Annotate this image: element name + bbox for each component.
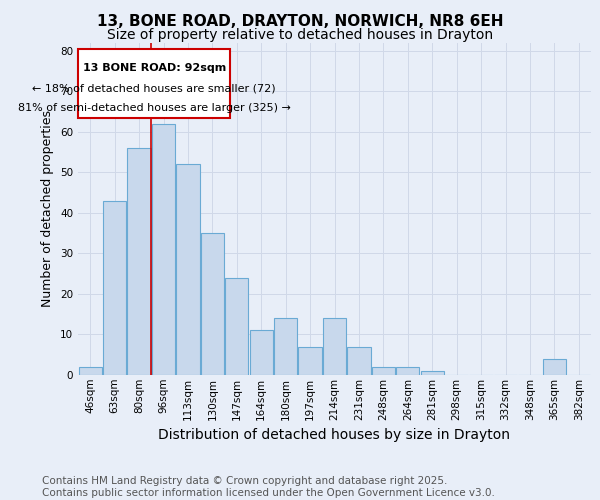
Bar: [323, 318, 346, 375]
FancyBboxPatch shape: [79, 50, 230, 117]
Bar: [372, 367, 395, 375]
Bar: [298, 346, 322, 375]
Bar: [79, 367, 102, 375]
Bar: [347, 346, 371, 375]
Bar: [152, 124, 175, 375]
Bar: [127, 148, 151, 375]
Bar: [396, 367, 419, 375]
Bar: [176, 164, 200, 375]
Bar: [103, 200, 126, 375]
Text: 13, BONE ROAD, DRAYTON, NORWICH, NR8 6EH: 13, BONE ROAD, DRAYTON, NORWICH, NR8 6EH: [97, 14, 503, 29]
Bar: [274, 318, 297, 375]
X-axis label: Distribution of detached houses by size in Drayton: Distribution of detached houses by size …: [158, 428, 511, 442]
Bar: [543, 359, 566, 375]
Text: 13 BONE ROAD: 92sqm: 13 BONE ROAD: 92sqm: [83, 64, 226, 74]
Bar: [201, 233, 224, 375]
Bar: [250, 330, 273, 375]
Text: Size of property relative to detached houses in Drayton: Size of property relative to detached ho…: [107, 28, 493, 42]
Y-axis label: Number of detached properties: Number of detached properties: [41, 110, 55, 307]
Text: Contains HM Land Registry data © Crown copyright and database right 2025.
Contai: Contains HM Land Registry data © Crown c…: [42, 476, 495, 498]
Bar: [421, 371, 444, 375]
Bar: [225, 278, 248, 375]
Text: ← 18% of detached houses are smaller (72): ← 18% of detached houses are smaller (72…: [32, 84, 276, 94]
Text: 81% of semi-detached houses are larger (325) →: 81% of semi-detached houses are larger (…: [18, 103, 290, 113]
